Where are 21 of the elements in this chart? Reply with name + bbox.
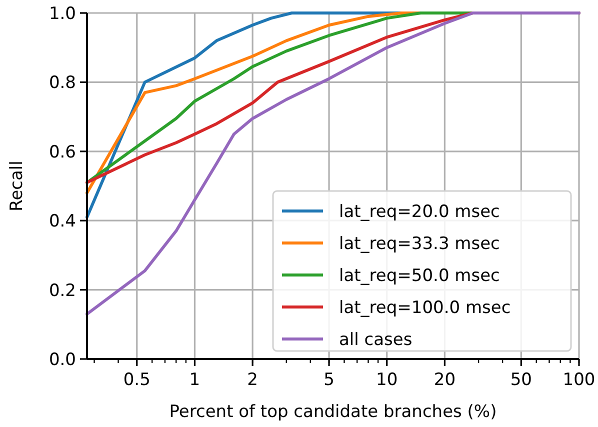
y-tick-label: 0.2 <box>48 280 76 301</box>
x-tick-label: 10 <box>376 370 398 390</box>
x-tick-label: 1 <box>189 370 200 390</box>
y-axis-title: Recall <box>7 160 27 212</box>
y-tick-label: 0.4 <box>48 212 76 232</box>
x-tick-label: 20 <box>434 370 456 390</box>
x-axis-title: Percent of top candidate branches (%) <box>169 402 497 422</box>
y-tick-label: 0.0 <box>48 350 76 370</box>
x-tick-label: 2 <box>247 370 258 390</box>
y-tick-label: 0.8 <box>48 73 76 94</box>
x-tick-label: 5 <box>324 370 334 390</box>
x-tick-label: 100 <box>562 370 596 390</box>
x-tick-label: 0.5 <box>123 370 150 390</box>
legend-label: all cases <box>339 330 412 350</box>
legend-label: lat_req=33.3 msec <box>339 234 500 254</box>
legend-label: lat_req=100.0 msec <box>339 298 511 318</box>
x-tick-label: 50 <box>510 370 532 390</box>
y-tick-label: 1.0 <box>48 4 76 24</box>
legend-label: lat_req=20.0 msec <box>339 202 500 222</box>
legend-label: lat_req=50.0 msec <box>339 266 500 286</box>
y-tick-label: 0.6 <box>48 142 76 162</box>
